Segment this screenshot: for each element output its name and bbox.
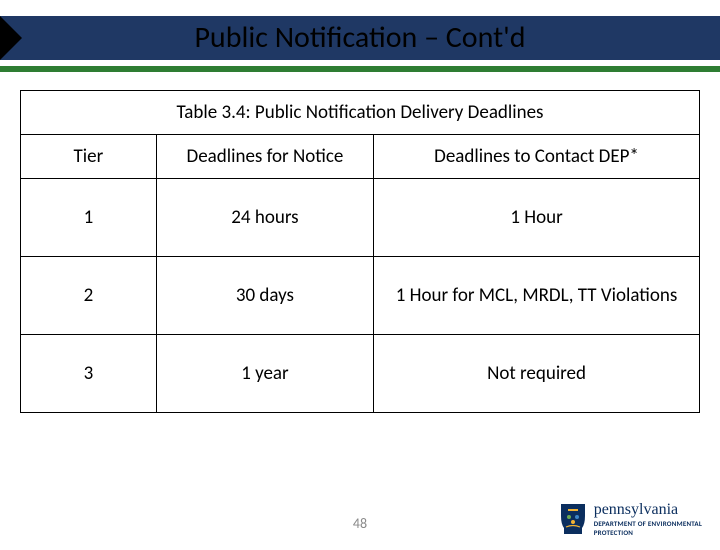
cell-tier: 1: [21, 179, 157, 257]
col-header-dep: Deadlines to Contact DEP*: [374, 135, 700, 179]
cell-notice: 30 days: [156, 257, 373, 335]
content-area: Table 3.4: Public Notification Delivery …: [0, 72, 720, 413]
title-bar: Public Notification – Cont'd: [0, 10, 720, 66]
col-header-tier: Tier: [21, 135, 157, 179]
state-name: pennsylvania: [594, 502, 702, 518]
cell-dep: 1 Hour for MCL, MRDL, TT Violations: [374, 257, 700, 335]
cell-dep: 1 Hour: [374, 179, 700, 257]
cell-notice: 24 hours: [156, 179, 373, 257]
agency-text: pennsylvania DEPARTMENT OF ENVIRONMENTAL…: [594, 502, 702, 536]
cell-dep: Not required: [374, 335, 700, 413]
footer-logo: pennsylvania DEPARTMENT OF ENVIRONMENTAL…: [558, 502, 702, 536]
table-row: 3 1 year Not required: [21, 335, 700, 413]
deadlines-table: Table 3.4: Public Notification Delivery …: [20, 90, 700, 413]
table-caption: Table 3.4: Public Notification Delivery …: [20, 90, 700, 134]
col-header-notice: Deadlines for Notice: [156, 135, 373, 179]
agency-line2: PROTECTION: [594, 529, 702, 536]
cell-notice: 1 year: [156, 335, 373, 413]
cell-tier: 2: [21, 257, 157, 335]
agency-line1: DEPARTMENT OF ENVIRONMENTAL: [594, 520, 702, 527]
cell-tier: 3: [21, 335, 157, 413]
table-row: 2 30 days 1 Hour for MCL, MRDL, TT Viola…: [21, 257, 700, 335]
keystone-icon: [558, 502, 588, 536]
slide-title: Public Notification – Cont'd: [0, 10, 720, 66]
table-header-row: Tier Deadlines for Notice Deadlines to C…: [21, 135, 700, 179]
table-row: 1 24 hours 1 Hour: [21, 179, 700, 257]
